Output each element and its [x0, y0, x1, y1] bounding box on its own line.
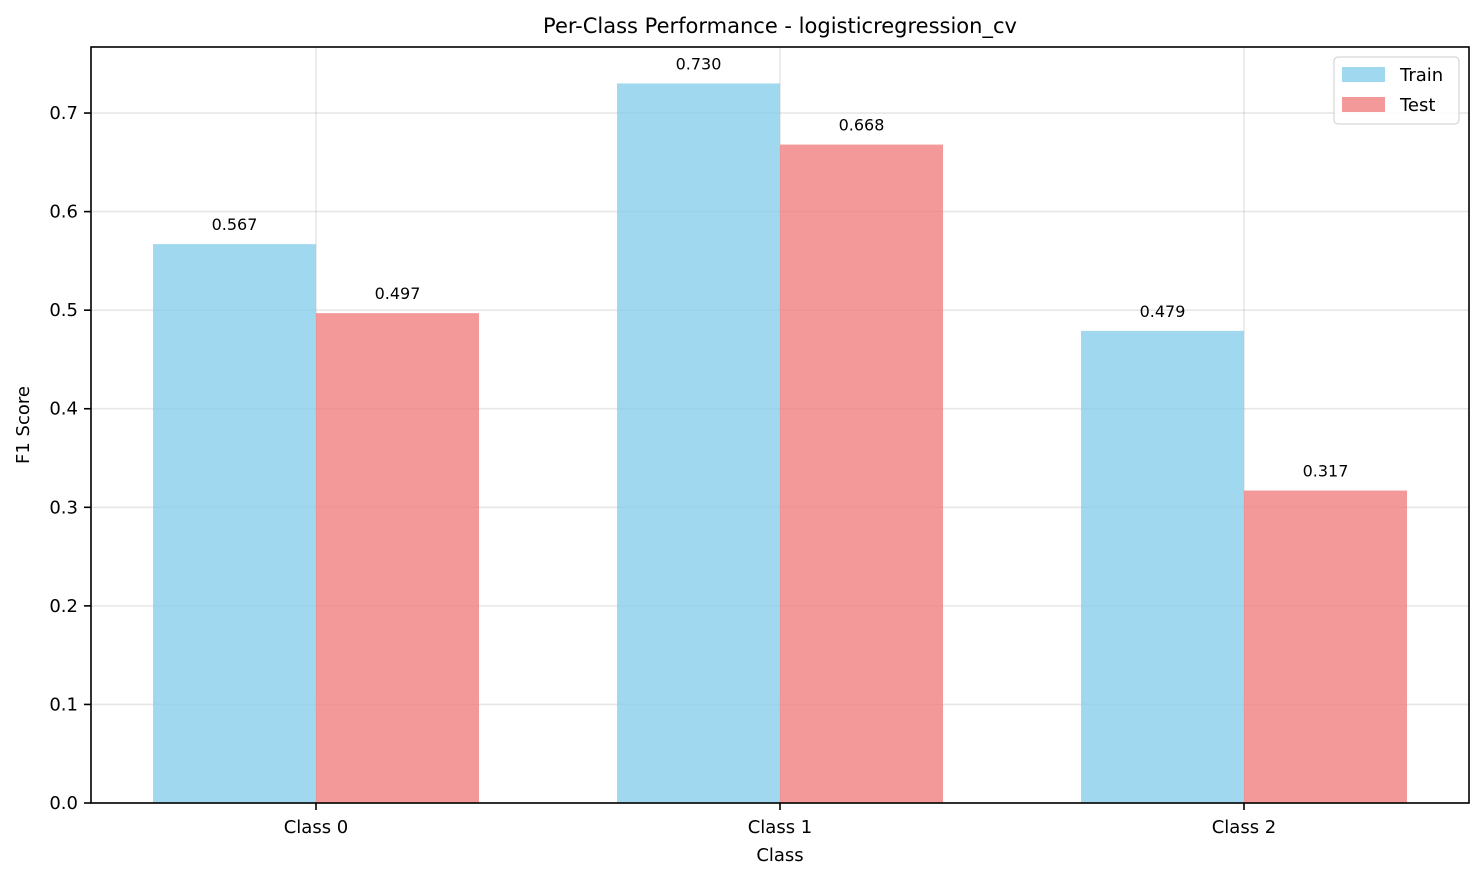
y-axis-title: F1 Score — [13, 386, 34, 464]
y-tick-label: 0.0 — [49, 793, 78, 814]
bar-test — [780, 144, 943, 803]
bar-train — [1081, 330, 1244, 803]
x-axis-ticks: Class 0 Class 1 Class 2 — [284, 803, 1277, 838]
bars — [153, 83, 1407, 803]
x-axis-title: Class — [756, 845, 803, 866]
y-tick-label: 0.7 — [49, 103, 78, 124]
legend-label-train: Train — [1399, 65, 1443, 86]
y-tick-label: 0.6 — [49, 202, 78, 223]
bar-train — [617, 83, 780, 803]
value-label-train: 0.730 — [676, 54, 722, 73]
y-tick-label: 0.4 — [49, 399, 78, 420]
value-label-train: 0.479 — [1140, 302, 1186, 321]
y-tick-label: 0.3 — [49, 497, 78, 518]
y-tick-label: 0.2 — [49, 596, 78, 617]
legend-label-test: Test — [1399, 95, 1435, 116]
legend: Train Test — [1333, 56, 1460, 125]
x-tick-label: Class 2 — [1212, 817, 1277, 838]
y-tick-label: 0.5 — [49, 300, 78, 321]
legend-swatch-train — [1342, 67, 1385, 82]
bar-train — [153, 244, 316, 803]
value-label-test: 0.497 — [375, 284, 421, 303]
value-label-test: 0.668 — [839, 116, 885, 135]
y-axis-ticks: 0.0 0.1 0.2 0.3 0.4 0.5 0.6 0.7 — [49, 103, 91, 814]
bar-test — [1244, 490, 1407, 803]
x-tick-label: Class 0 — [284, 817, 349, 838]
bar-test — [316, 313, 479, 803]
value-label-train: 0.567 — [212, 215, 258, 234]
value-label-test: 0.317 — [1303, 462, 1349, 481]
y-tick-label: 0.1 — [49, 694, 78, 715]
legend-swatch-test — [1342, 97, 1385, 112]
x-tick-label: Class 1 — [748, 817, 813, 838]
value-labels: 0.567 0.730 0.479 0.497 0.668 0.317 — [212, 54, 1349, 480]
chart-title: Per-Class Performance - logisticregressi… — [543, 14, 1017, 39]
